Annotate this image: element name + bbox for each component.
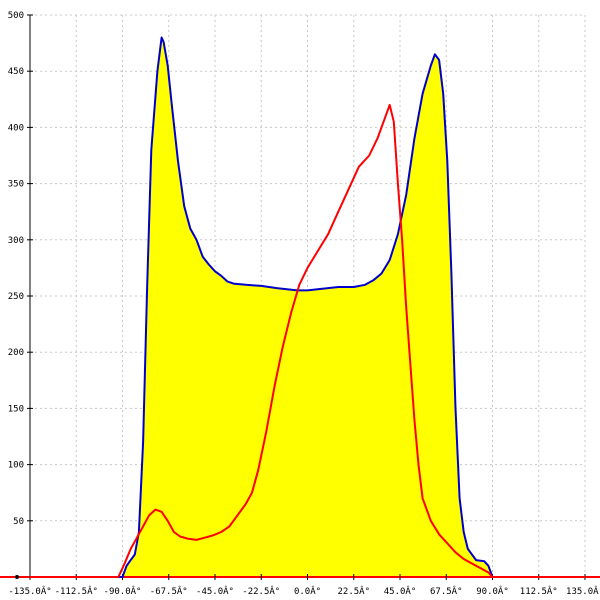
y-tick-label-8: 450 — [8, 67, 24, 77]
y-tick-label-2: 150 — [8, 404, 24, 414]
y-tick-label-4: 250 — [8, 292, 24, 302]
y-tick-label-9: 500 — [8, 11, 24, 21]
x-tick-label-3: -67.5Â° — [150, 585, 188, 597]
y-tick-label-0: 50 — [13, 517, 24, 527]
series-lines — [30, 36, 585, 578]
y-tick-label-1: 100 — [8, 461, 24, 471]
series-area-fill-0 — [30, 37, 585, 577]
x-tick-label-0: -135.0Â° — [8, 585, 51, 597]
series-line-1 — [30, 103, 585, 578]
x-tick-label-6: 0.0Â° — [294, 585, 321, 597]
y-tick-label-7: 400 — [8, 123, 24, 133]
x-tick-label-10: 90.0Â° — [476, 585, 509, 597]
y-tick-label-5: 300 — [8, 236, 24, 246]
y-tick-label-3: 200 — [8, 348, 24, 358]
x-tick-label-8: 45.0Â° — [384, 585, 417, 597]
x-tick-label-1: -112.5Â° — [55, 585, 98, 597]
x-tick-label-12: 135.0Â° — [566, 585, 600, 597]
x-tick-label-2: -90.0Â° — [104, 585, 142, 597]
y-tick-label-6: 350 — [8, 180, 24, 190]
x-tick-label-9: 67.5Â° — [430, 585, 463, 597]
x-tick-label-4: -45.0Â° — [196, 585, 234, 597]
series-fill-area — [30, 37, 585, 577]
x-tick-label-5: -22.5Â° — [242, 585, 280, 597]
x-tick-label-11: 112.5Â° — [520, 585, 558, 597]
x-tick-label-7: 22.5Â° — [337, 585, 370, 597]
tick-labels: -135.0Â° -112.5Â° -90.0Â° -67.5Â° -45.0Â° -22… — [8, 11, 600, 597]
origin-marker — [15, 575, 19, 579]
